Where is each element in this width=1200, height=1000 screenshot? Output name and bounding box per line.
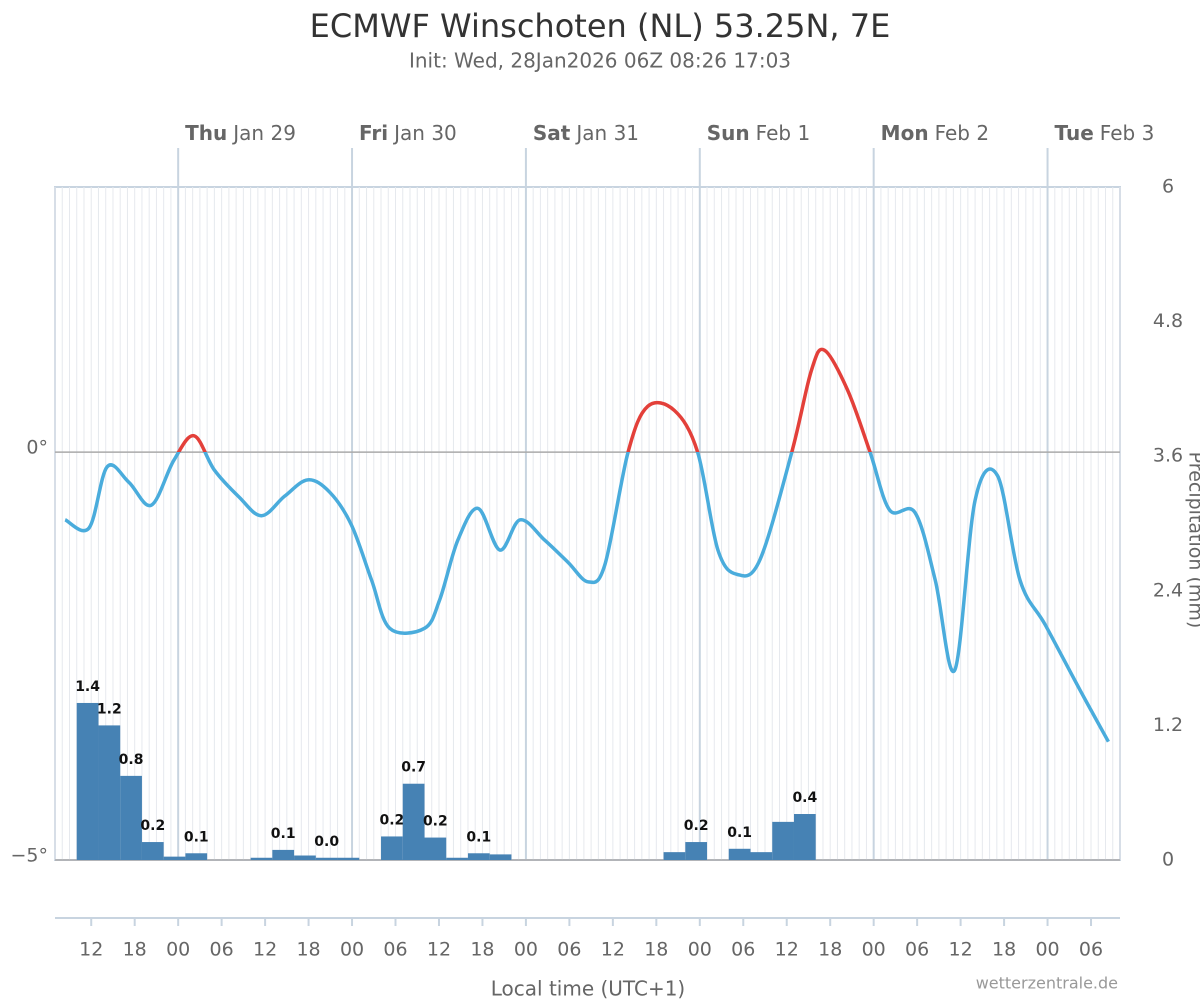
value-label: 0.1 xyxy=(466,829,491,845)
value-label: 0.1 xyxy=(184,829,209,845)
value-label: 0.4 xyxy=(792,790,817,806)
precip-bar xyxy=(750,852,773,860)
precip-bar xyxy=(272,849,295,860)
x-tick-label: 18 xyxy=(644,939,668,961)
precip-bar xyxy=(446,857,468,860)
x-tick-label: 00 xyxy=(1035,939,1059,961)
chart-subtitle: Init: Wed, 28Jan2026 06Z 08:26 17:03 xyxy=(409,49,791,73)
y2-tick-label: 2.4 xyxy=(1153,579,1183,601)
y2-tick-label: 4.8 xyxy=(1153,310,1183,332)
x-axis-label: Local time (UTC+1) xyxy=(491,977,685,1000)
value-label: 0.2 xyxy=(423,814,448,830)
x-tick-label: 18 xyxy=(992,939,1016,961)
precip-bar xyxy=(663,852,686,860)
y-tick-label: 0° xyxy=(26,437,48,459)
day-date: Jan 30 xyxy=(392,121,457,145)
day-date: Jan 31 xyxy=(574,121,639,145)
y2-tick-label: 0 xyxy=(1162,849,1174,871)
day-label: Sat Jan 31 xyxy=(533,121,639,145)
x-tick-label: 12 xyxy=(601,939,625,961)
day-date: Jan 29 xyxy=(231,121,296,145)
value-label: 1.2 xyxy=(97,701,122,717)
day-label: Fri Jan 30 xyxy=(359,121,457,145)
value-label: 0.2 xyxy=(379,812,404,828)
y-tick-label: −5° xyxy=(10,845,48,867)
value-label: 0.2 xyxy=(140,818,165,834)
day-label: Sun Feb 1 xyxy=(707,121,810,145)
precip-bar xyxy=(76,702,99,860)
x-tick-label: 06 xyxy=(905,939,929,961)
precip-bar xyxy=(772,821,794,860)
day-name: Sat xyxy=(533,121,571,145)
value-label: 0.2 xyxy=(684,818,709,834)
x-tick-label: 06 xyxy=(557,939,581,961)
y2-tick-label: 3.6 xyxy=(1153,445,1183,467)
precip-bar xyxy=(294,855,316,860)
x-tick-label: 18 xyxy=(818,939,842,961)
precip-bar xyxy=(489,854,512,860)
precip-bar xyxy=(402,783,425,860)
value-label: 0.0 xyxy=(314,834,339,850)
day-name: Tue xyxy=(1055,121,1094,145)
x-tick-label: 00 xyxy=(514,939,538,961)
day-label: Mon Feb 2 xyxy=(881,121,989,145)
value-label: 0.7 xyxy=(401,760,426,776)
value-label: 0.1 xyxy=(271,826,296,842)
day-label: Tue Feb 3 xyxy=(1055,121,1155,145)
day-label: Thu Jan 29 xyxy=(185,121,296,145)
credit: wetterzentrale.de xyxy=(976,974,1118,993)
x-tick-label: 12 xyxy=(949,939,973,961)
precip-bar xyxy=(381,836,403,860)
precip-bar xyxy=(337,857,360,860)
x-tick-label: 18 xyxy=(470,939,494,961)
x-tick-label: 00 xyxy=(340,939,364,961)
temperature-line xyxy=(64,347,1110,743)
precip-bar xyxy=(315,857,338,860)
day-name: Fri xyxy=(359,121,388,145)
x-tick-label: 00 xyxy=(166,939,190,961)
day-date: Feb 1 xyxy=(756,121,811,145)
day-date: Feb 2 xyxy=(935,121,990,145)
precip-bar xyxy=(793,814,816,860)
precip-bar xyxy=(141,842,164,860)
x-tick-label: 06 xyxy=(1079,939,1103,961)
y2-tick-label: 1.2 xyxy=(1153,714,1183,736)
value-label: 1.4 xyxy=(75,679,100,695)
x-tick-label: 00 xyxy=(862,939,886,961)
precip-bar xyxy=(98,725,121,860)
precip-bar xyxy=(250,857,273,860)
x-tick-label: 12 xyxy=(427,939,451,961)
y2-tick-label: 6 xyxy=(1162,176,1174,198)
precip-bar xyxy=(728,848,751,860)
x-tick-label: 12 xyxy=(775,939,799,961)
value-label: 0.8 xyxy=(119,752,144,768)
precip-bar xyxy=(685,842,708,860)
x-tick-label: 06 xyxy=(210,939,234,961)
x-tick-label: 18 xyxy=(123,939,147,961)
day-name: Thu xyxy=(185,121,227,145)
precip-bar xyxy=(120,775,142,860)
x-tick-label: 00 xyxy=(688,939,712,961)
precip-bar xyxy=(467,853,490,860)
x-tick-label: 18 xyxy=(296,939,320,961)
x-tick-label: 06 xyxy=(731,939,755,961)
y2-axis-label: Precipitation (mm) xyxy=(1185,452,1200,629)
day-name: Sun xyxy=(707,121,750,145)
chart-title: ECMWF Winschoten (NL) 53.25N, 7E xyxy=(310,7,891,45)
precip-bar xyxy=(424,837,447,860)
x-tick-label: 06 xyxy=(383,939,407,961)
precip-bar xyxy=(163,856,186,860)
x-tick-label: 12 xyxy=(79,939,103,961)
x-tick-label: 12 xyxy=(253,939,277,961)
value-label: 0.1 xyxy=(727,825,752,841)
precip-bar xyxy=(185,853,208,860)
day-name: Mon xyxy=(881,121,929,145)
day-date: Feb 3 xyxy=(1100,121,1155,145)
